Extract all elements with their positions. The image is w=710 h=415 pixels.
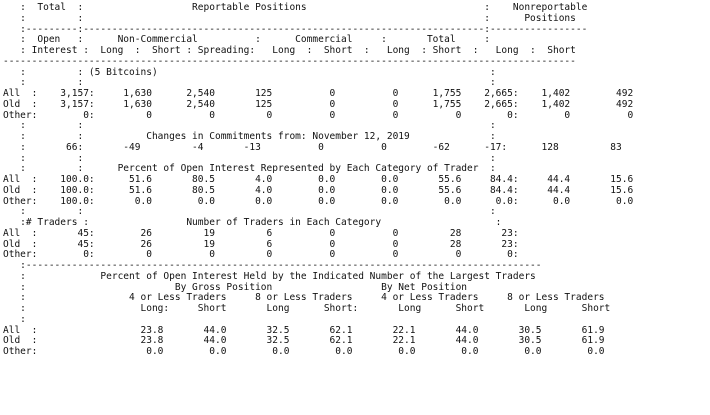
report-line: All : 3,157: 1,630 2,540 125 0 0 1,755 2… (3, 88, 634, 99)
report-line: : : (5 Bitcoins) : (3, 66, 496, 78)
report-line: : Total : Reportable Positions : Nonrepo… (3, 2, 588, 13)
report-line: Old : 23.8 44.0 32.5 62.1 22.1 44.0 30.5… (3, 335, 605, 347)
report-line: : Open : Non-Commercial : Commercial : T… (3, 34, 490, 46)
report-line: Old : 100.0: 51.6 80.5 4.0 0.0 0.0 55.6 … (3, 184, 634, 196)
report-line: All : 100.0: 51.6 80.5 4.0 0.0 0.0 55.6 … (3, 174, 634, 185)
report-line: All : 45: 26 19 6 0 0 28 23: (3, 227, 519, 239)
report-line: : 4 or Less Traders 8 or Less Traders 4 … (3, 292, 605, 304)
report-line: :---------------------------------------… (3, 260, 542, 271)
report-line: : By Gross Position By Net Position (3, 281, 468, 293)
report-line: Other: 0.0 0.0 0.0 0.0 0.0 0.0 0.0 0.0 (3, 346, 605, 357)
report-line: Other: 100.0: 0.0 0.0 0.0 0.0 0.0 0.0 0.… (3, 195, 634, 207)
report-line: : : Percent of Open Interest Represented… (3, 163, 496, 175)
report-line: : : : (3, 152, 496, 164)
report-line: : Percent of Open Interest Held by the I… (3, 270, 536, 282)
report-line: : : : (3, 77, 496, 89)
report-line: Old : 3,157: 1,630 2,540 125 0 0 1,755 2… (3, 98, 634, 110)
report-line: : : Changes in Commitments from: Novembe… (3, 131, 496, 142)
report-line: Other: 0: 0 0 0 0 0 0 0: (3, 249, 519, 261)
report-line: : (3, 313, 26, 325)
report-line: :# Traders : Number of Traders in Each C… (3, 217, 502, 228)
report-line: Old : 45: 26 19 6 0 0 28 23: (3, 238, 519, 250)
report-line: : Long: Short Long Short: Long Short Lon… (3, 303, 611, 314)
report-line: : Interest : Long : Short : Spreading: L… (3, 45, 576, 56)
report-line: : : : Positions (3, 12, 576, 24)
report-line: : : : (3, 120, 496, 132)
report-line: : 66: -49 -4 -13 0 0 -62 -17: 128 83 (3, 141, 622, 153)
report-line: : : : (3, 206, 496, 218)
report-line: :---------:-----------------------------… (3, 23, 588, 35)
report-line: All : 23.8 44.0 32.5 62.1 22.1 44.0 30.5… (3, 324, 605, 336)
report-line: Other: 0: 0 0 0 0 0 0 0: 0 0 (3, 109, 634, 121)
report-line: ----------------------------------------… (3, 55, 576, 67)
cot-report-text: : Total : Reportable Positions : Nonrepo… (3, 2, 634, 357)
